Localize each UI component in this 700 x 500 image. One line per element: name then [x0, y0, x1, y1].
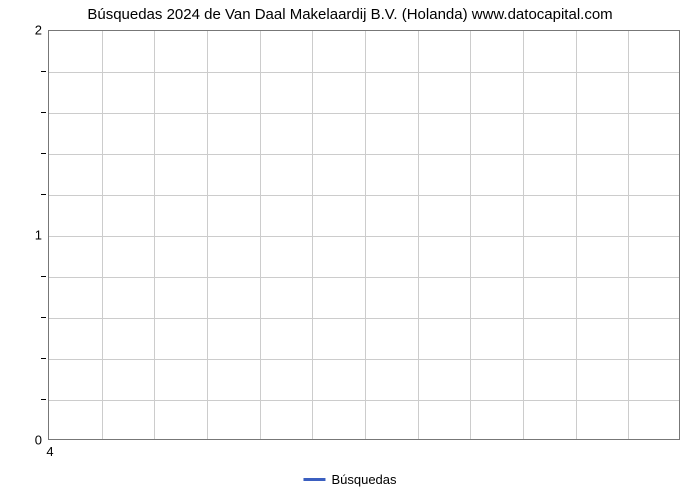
y-minor-tick: [41, 153, 46, 154]
y-tick-label: 0: [18, 433, 42, 448]
chart-title: Búsquedas 2024 de Van Daal Makelaardij B…: [0, 6, 700, 23]
y-minor-tick: [41, 112, 46, 113]
gridline-vertical: [365, 31, 366, 439]
gridline-vertical: [154, 31, 155, 439]
gridline-horizontal: [49, 400, 679, 401]
legend-label: Búsquedas: [331, 472, 396, 487]
gridline-horizontal: [49, 113, 679, 114]
gridline-horizontal: [49, 154, 679, 155]
gridline-vertical: [260, 31, 261, 439]
gridline-vertical: [628, 31, 629, 439]
y-tick-label: 1: [18, 228, 42, 243]
gridline-horizontal: [49, 236, 679, 237]
gridline-vertical: [576, 31, 577, 439]
y-minor-tick: [41, 399, 46, 400]
gridline-horizontal: [49, 359, 679, 360]
gridline-vertical: [470, 31, 471, 439]
gridline-vertical: [207, 31, 208, 439]
legend-swatch: [303, 478, 325, 481]
y-minor-tick: [41, 317, 46, 318]
y-minor-tick: [41, 358, 46, 359]
gridline-vertical: [312, 31, 313, 439]
x-axis-tick-label: 4: [46, 444, 53, 459]
gridline-horizontal: [49, 318, 679, 319]
gridline-vertical: [418, 31, 419, 439]
y-minor-tick: [41, 276, 46, 277]
chart-container: Búsquedas 2024 de Van Daal Makelaardij B…: [0, 0, 700, 500]
y-minor-tick: [41, 71, 46, 72]
gridline-vertical: [102, 31, 103, 439]
gridline-horizontal: [49, 72, 679, 73]
gridline-horizontal: [49, 277, 679, 278]
gridline-horizontal: [49, 195, 679, 196]
plot-area: [48, 30, 680, 440]
y-tick-label: 2: [18, 23, 42, 38]
chart-legend: Búsquedas: [303, 472, 396, 487]
y-minor-tick: [41, 194, 46, 195]
gridline-vertical: [523, 31, 524, 439]
